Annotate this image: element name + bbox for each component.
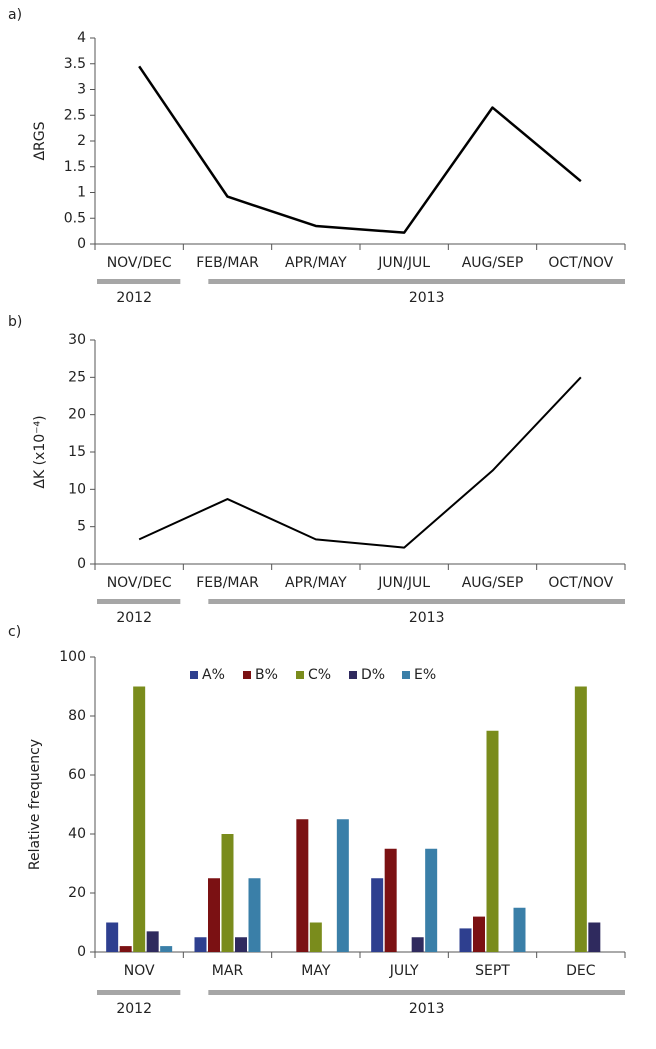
y-tick-label: 40: [68, 826, 86, 842]
y-tick-label: 20: [68, 407, 86, 423]
y-tick-label: 30: [68, 332, 86, 348]
bar: [248, 878, 261, 952]
panel-label: b): [8, 314, 22, 330]
bar: [411, 937, 424, 952]
year-bar: [208, 990, 626, 995]
legend-label: E%: [414, 667, 436, 683]
bar: [221, 834, 234, 952]
line: [138, 65, 582, 234]
y-tick-label: 15: [68, 444, 86, 460]
x-tick-label: OCT/NOV: [548, 575, 613, 591]
x-tick-label: FEB/MAR: [196, 575, 259, 591]
bar: [296, 819, 309, 952]
x-tick-label: MAY: [301, 963, 331, 979]
x-tick-label: SEPT: [475, 963, 510, 979]
y-tick-label: 0.5: [64, 210, 86, 226]
y-tick-label: 1.5: [64, 159, 86, 175]
y-tick-label: 4: [77, 30, 86, 46]
y-tick-label: 100: [59, 649, 86, 665]
year-bar: [97, 599, 181, 604]
y-tick-label: 20: [68, 885, 86, 901]
bar: [371, 878, 384, 952]
y-tick-label: 3.5: [64, 56, 86, 72]
y-tick-label: 0: [77, 944, 86, 960]
x-tick-label: NOV/DEC: [107, 255, 172, 271]
x-tick-label: FEB/MAR: [196, 255, 259, 271]
x-tick-label: AUG/SEP: [462, 255, 524, 271]
bar: [208, 878, 220, 952]
y-tick-label: 10: [68, 481, 86, 497]
legend-swatch: [190, 671, 198, 679]
x-tick-label: OCT/NOV: [548, 255, 613, 271]
line: [138, 376, 582, 549]
year-bar: [208, 279, 626, 284]
bar: [513, 907, 526, 952]
legend-label: C%: [308, 667, 331, 683]
y-tick-label: 60: [68, 767, 86, 783]
x-tick-label: APR/MAY: [285, 575, 347, 591]
y-tick-label: 2: [77, 133, 86, 149]
year-label: 2012: [116, 610, 152, 626]
x-tick-label: JUN/JUL: [377, 255, 430, 271]
panel-label: a): [8, 7, 22, 23]
panel-label: c): [8, 624, 21, 640]
year-bar: [97, 990, 181, 995]
y-tick-label: 1: [77, 185, 86, 201]
year-label: 2013: [409, 290, 445, 306]
legend-label: B%: [255, 667, 278, 683]
y-tick-label: 0: [77, 236, 86, 252]
bar: [106, 922, 119, 952]
y-axis-label: ΔK (x10⁻⁴): [32, 415, 48, 488]
bar: [574, 686, 587, 952]
bar: [336, 819, 349, 952]
legend-label: A%: [202, 667, 225, 683]
y-tick-label: 25: [68, 369, 86, 385]
y-tick-label: 0: [77, 556, 86, 572]
bar: [588, 922, 601, 952]
y-tick-label: 2.5: [64, 107, 86, 123]
bar: [235, 937, 247, 952]
x-tick-label: JULY: [389, 963, 419, 979]
bar: [425, 848, 438, 952]
legend-swatch: [349, 671, 357, 679]
legend-swatch: [402, 671, 410, 679]
bar: [384, 848, 397, 952]
year-label: 2012: [116, 1001, 152, 1017]
year-label: 2012: [116, 290, 152, 306]
y-axis-label: ΔRGS: [32, 121, 48, 160]
legend-label: D%: [361, 667, 385, 683]
year-label: 2013: [409, 610, 445, 626]
x-tick-label: APR/MAY: [285, 255, 347, 271]
bar: [473, 916, 485, 952]
bar: [194, 937, 207, 952]
year-label: 2013: [409, 1001, 445, 1017]
bar: [146, 931, 159, 952]
bar: [160, 946, 173, 952]
bar: [133, 686, 146, 952]
y-tick-label: 3: [77, 82, 86, 98]
x-tick-label: DEC: [566, 963, 596, 979]
x-tick-label: MAR: [212, 963, 244, 979]
bar: [459, 928, 472, 952]
legend-swatch: [296, 671, 304, 679]
x-tick-label: AUG/SEP: [462, 575, 524, 591]
bar: [119, 946, 132, 952]
legend-swatch: [243, 671, 251, 679]
x-tick-label: NOV: [124, 963, 155, 979]
y-tick-label: 5: [77, 519, 86, 535]
bar: [486, 730, 499, 952]
y-axis-label: Relative frequency: [27, 739, 43, 870]
year-bar: [208, 599, 626, 604]
y-tick-label: 80: [68, 708, 86, 724]
x-tick-label: NOV/DEC: [107, 575, 172, 591]
year-bar: [97, 279, 181, 284]
x-tick-label: JUN/JUL: [377, 575, 430, 591]
bar: [309, 922, 322, 952]
